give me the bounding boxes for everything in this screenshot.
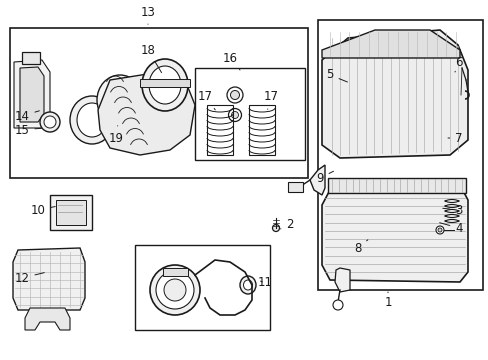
Bar	[22, 52, 40, 64]
Polygon shape	[309, 165, 325, 195]
Text: 3: 3	[442, 203, 462, 216]
Polygon shape	[14, 60, 50, 128]
Text: 15: 15	[15, 123, 41, 136]
Text: 4: 4	[439, 221, 462, 234]
Polygon shape	[13, 248, 85, 310]
Text: 17: 17	[197, 90, 215, 110]
Bar	[56, 200, 86, 225]
Ellipse shape	[226, 87, 243, 103]
Ellipse shape	[437, 228, 441, 232]
Text: 17: 17	[263, 90, 278, 109]
Ellipse shape	[142, 59, 187, 111]
Ellipse shape	[70, 96, 114, 144]
Ellipse shape	[228, 108, 241, 122]
Bar	[206, 105, 232, 155]
Text: 18: 18	[140, 44, 161, 73]
Bar	[327, 178, 465, 193]
Text: 19: 19	[108, 126, 123, 144]
Text: 7: 7	[447, 131, 462, 144]
Ellipse shape	[231, 112, 238, 118]
Bar	[248, 105, 274, 155]
Text: 2: 2	[280, 219, 293, 231]
Text: 9: 9	[316, 171, 333, 184]
Text: 13: 13	[140, 5, 155, 24]
Ellipse shape	[105, 82, 135, 117]
Bar	[317, 20, 482, 290]
Polygon shape	[321, 30, 467, 158]
Polygon shape	[321, 30, 459, 58]
Bar	[50, 195, 92, 230]
Ellipse shape	[435, 226, 443, 234]
Ellipse shape	[240, 276, 256, 294]
Ellipse shape	[77, 103, 107, 137]
Text: 1: 1	[384, 292, 391, 309]
Ellipse shape	[44, 116, 56, 128]
Ellipse shape	[150, 265, 200, 315]
Bar	[287, 182, 303, 192]
Text: 14: 14	[15, 109, 39, 122]
Ellipse shape	[332, 300, 342, 310]
Text: 5: 5	[325, 68, 346, 82]
Ellipse shape	[163, 279, 185, 301]
Polygon shape	[98, 72, 195, 155]
Bar	[163, 268, 187, 276]
Bar	[195, 68, 305, 160]
Polygon shape	[321, 185, 467, 282]
Ellipse shape	[243, 280, 252, 290]
Polygon shape	[20, 67, 44, 122]
Bar	[135, 245, 269, 330]
Ellipse shape	[230, 90, 239, 99]
Polygon shape	[334, 268, 349, 292]
Text: 11: 11	[257, 276, 272, 289]
Ellipse shape	[40, 112, 60, 132]
Text: 8: 8	[354, 240, 367, 255]
Ellipse shape	[156, 271, 194, 309]
Text: 12: 12	[15, 271, 44, 284]
Polygon shape	[25, 308, 70, 330]
Ellipse shape	[149, 66, 181, 104]
Text: 10: 10	[30, 203, 55, 216]
Text: 16: 16	[222, 51, 240, 70]
Bar	[10, 28, 307, 178]
Ellipse shape	[97, 75, 142, 125]
Ellipse shape	[272, 225, 279, 231]
Text: 6: 6	[454, 55, 462, 72]
Bar	[140, 79, 190, 87]
